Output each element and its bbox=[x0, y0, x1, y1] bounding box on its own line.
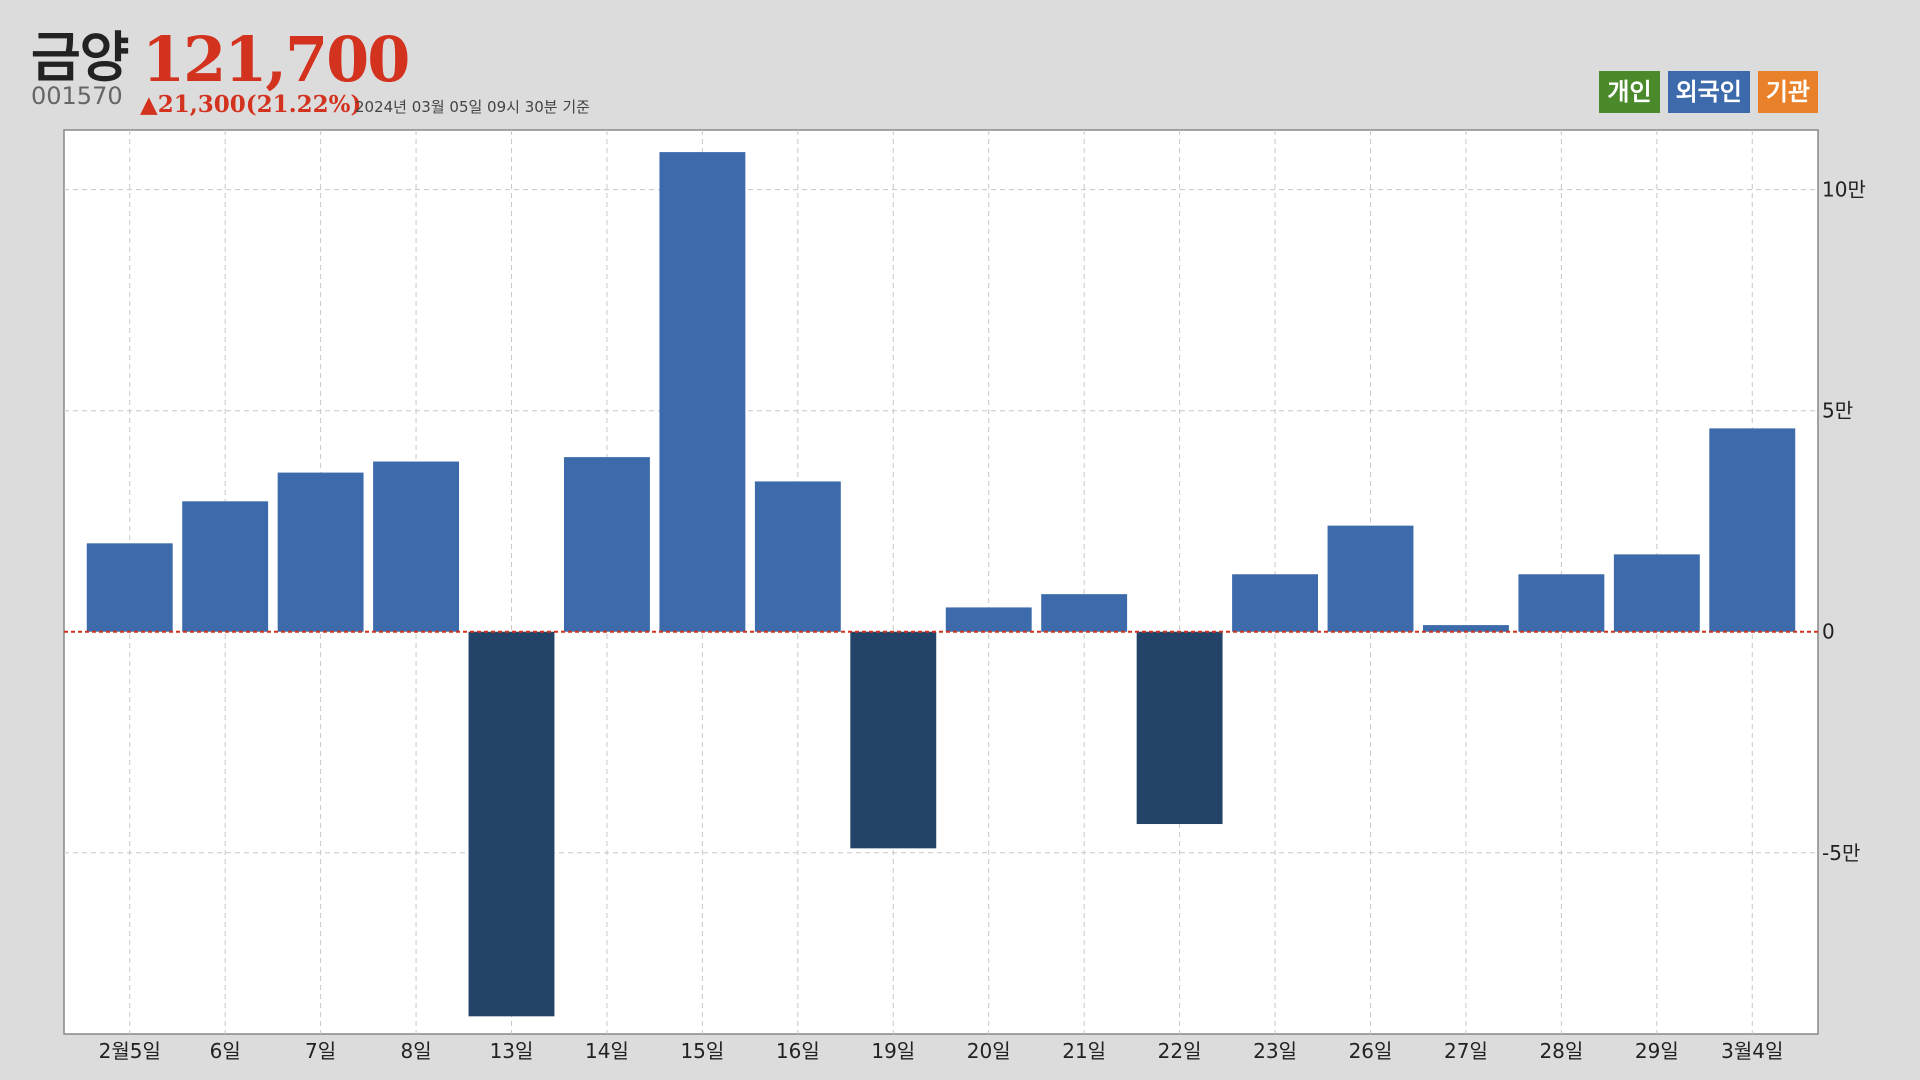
x-tick-label: 14일 bbox=[585, 1039, 629, 1063]
bar-7 bbox=[754, 481, 841, 632]
bar-17 bbox=[1709, 428, 1796, 632]
legend-individual[interactable]: 개인 bbox=[1599, 71, 1660, 113]
y-tick-label: 10만 bbox=[1822, 178, 1866, 202]
y-tick-label: -5만 bbox=[1822, 841, 1860, 865]
timestamp: 2024년 03월 05일 09시 30분 기준 bbox=[355, 98, 590, 116]
legend-institution[interactable]: 기관 bbox=[1757, 71, 1818, 113]
x-tick-label: 29일 bbox=[1635, 1039, 1679, 1063]
bar-4 bbox=[468, 631, 555, 1017]
bar-5 bbox=[563, 457, 650, 632]
x-tick-label: 13일 bbox=[490, 1039, 534, 1063]
bar-3 bbox=[373, 461, 460, 632]
y-tick-label: 0 bbox=[1822, 620, 1835, 644]
bar-12 bbox=[1232, 574, 1319, 632]
bar-15 bbox=[1518, 574, 1605, 632]
x-tick-label: 15일 bbox=[680, 1039, 724, 1063]
bar-1 bbox=[182, 501, 269, 632]
legend-foreign[interactable]: 외국인 bbox=[1667, 71, 1750, 113]
x-tick-label: 2월5일 bbox=[99, 1039, 161, 1063]
stock-code: 001570 bbox=[31, 82, 123, 110]
x-tick-label: 27일 bbox=[1444, 1039, 1488, 1063]
bar-10 bbox=[1041, 594, 1128, 632]
bar-0 bbox=[86, 543, 173, 632]
price-change: ▲21,300(21.22%) bbox=[140, 91, 362, 118]
bar-2 bbox=[277, 472, 364, 632]
y-tick-label: 5만 bbox=[1822, 399, 1853, 423]
x-tick-label: 8일 bbox=[400, 1039, 431, 1063]
legend: 개인 외국인 기관 bbox=[1599, 71, 1818, 113]
stock-price: 121,700 bbox=[142, 23, 410, 96]
x-tick-label: 21일 bbox=[1062, 1039, 1106, 1063]
x-tick-label: 22일 bbox=[1158, 1039, 1202, 1063]
x-tick-label: 19일 bbox=[871, 1039, 915, 1063]
bar-6 bbox=[659, 152, 746, 632]
bar-8 bbox=[850, 631, 937, 849]
bars bbox=[86, 152, 1796, 1017]
x-tick-label: 3월4일 bbox=[1721, 1039, 1783, 1063]
stock-name: 금양 bbox=[31, 26, 129, 89]
bar-14 bbox=[1422, 625, 1509, 632]
bar-16 bbox=[1613, 554, 1700, 632]
x-tick-label: 26일 bbox=[1349, 1039, 1393, 1063]
x-tick-label: 6일 bbox=[210, 1039, 241, 1063]
bar-9 bbox=[945, 607, 1032, 632]
x-tick-label: 16일 bbox=[776, 1039, 820, 1063]
bar-13 bbox=[1327, 525, 1414, 632]
x-tick-label: 20일 bbox=[967, 1039, 1011, 1063]
x-tick-label: 23일 bbox=[1253, 1039, 1297, 1063]
x-tick-label: 7일 bbox=[305, 1039, 336, 1063]
x-tick-label: 28일 bbox=[1539, 1039, 1583, 1063]
x-axis-labels: 2월5일 6일 7일 8일 13일 14일 15일 16일 19일 20일 21일 22일 23일 26일… bbox=[99, 1039, 1784, 1063]
y-axis-labels: 10만 5만 0 -5만 bbox=[1822, 178, 1866, 865]
bar-11 bbox=[1136, 631, 1223, 825]
